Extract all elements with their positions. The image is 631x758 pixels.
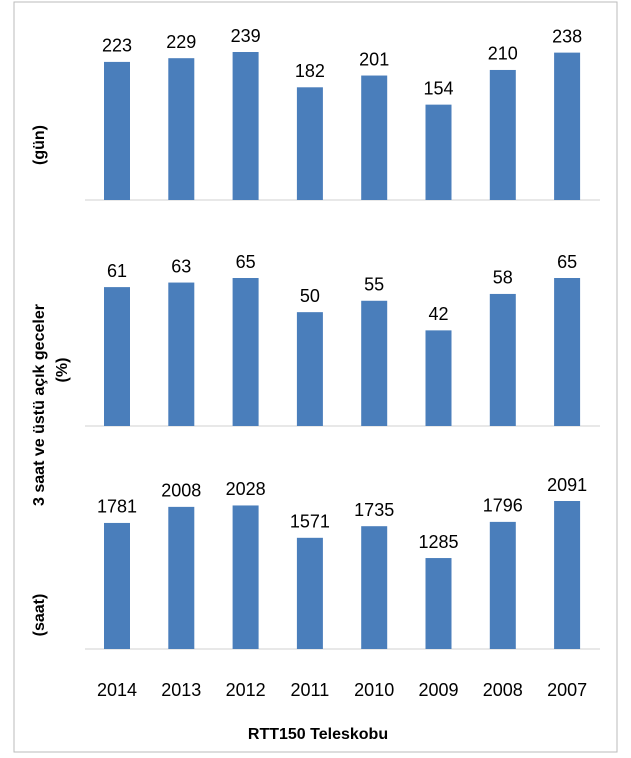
bar <box>361 300 388 426</box>
bar <box>425 330 452 426</box>
y-axis-label: 3 saat ve üstü açık geceler <box>31 304 48 506</box>
value-label: 1796 <box>483 496 523 516</box>
value-label: 2008 <box>161 481 201 501</box>
bar <box>489 521 516 649</box>
x-tick-label: 2012 <box>226 680 266 700</box>
value-label: 55 <box>364 275 384 295</box>
value-label: 63 <box>171 256 191 276</box>
value-label: 65 <box>557 252 577 272</box>
x-tick-label: 2013 <box>161 680 201 700</box>
value-label: 1285 <box>418 532 458 552</box>
bar <box>104 522 130 649</box>
x-tick-label: 2009 <box>418 680 458 700</box>
value-label: 42 <box>428 304 448 324</box>
bar <box>425 104 452 200</box>
value-label: 210 <box>488 44 518 64</box>
bar <box>104 287 130 426</box>
x-tick-label: 2008 <box>483 680 523 700</box>
value-label: 154 <box>423 78 453 98</box>
x-tick-label: 2007 <box>547 680 587 700</box>
bar <box>425 558 452 649</box>
bar <box>232 278 259 426</box>
bar <box>168 506 195 649</box>
value-label: 2028 <box>226 479 266 499</box>
value-label: 61 <box>107 261 127 281</box>
value-label: 201 <box>359 49 389 69</box>
value-label: 1735 <box>354 500 394 520</box>
panel-label: (%) <box>54 358 71 383</box>
bar <box>361 75 388 200</box>
bar <box>489 69 516 200</box>
bar <box>232 505 259 649</box>
bar <box>554 501 581 649</box>
panel-label: (gün) <box>31 125 48 165</box>
value-label: 238 <box>552 26 582 46</box>
bar <box>296 312 323 426</box>
x-tick-label: 2014 <box>97 680 137 700</box>
frame <box>13 1 618 753</box>
bar <box>296 87 323 200</box>
value-label: 1781 <box>97 497 137 517</box>
bar <box>554 52 581 200</box>
bar <box>104 61 130 200</box>
bar <box>296 537 323 649</box>
x-tick-label: 2011 <box>291 680 330 700</box>
bar <box>168 282 195 426</box>
value-label: 182 <box>295 61 325 81</box>
bar <box>168 58 195 200</box>
value-label: 1571 <box>290 512 330 532</box>
value-label: 50 <box>300 286 320 306</box>
bar <box>554 278 581 426</box>
x-axis-label: RTT150 Teleskobu <box>248 726 388 743</box>
value-label: 229 <box>166 32 196 52</box>
value-label: 65 <box>236 252 256 272</box>
value-label: 58 <box>493 268 513 288</box>
x-tick-label: 2010 <box>354 680 394 700</box>
value-label: 2091 <box>547 475 587 495</box>
bar <box>361 526 388 649</box>
bar <box>232 52 259 200</box>
bar <box>489 293 516 426</box>
panel-label: (saat) <box>31 594 48 637</box>
value-label: 223 <box>102 36 132 56</box>
value-label: 239 <box>231 26 261 46</box>
